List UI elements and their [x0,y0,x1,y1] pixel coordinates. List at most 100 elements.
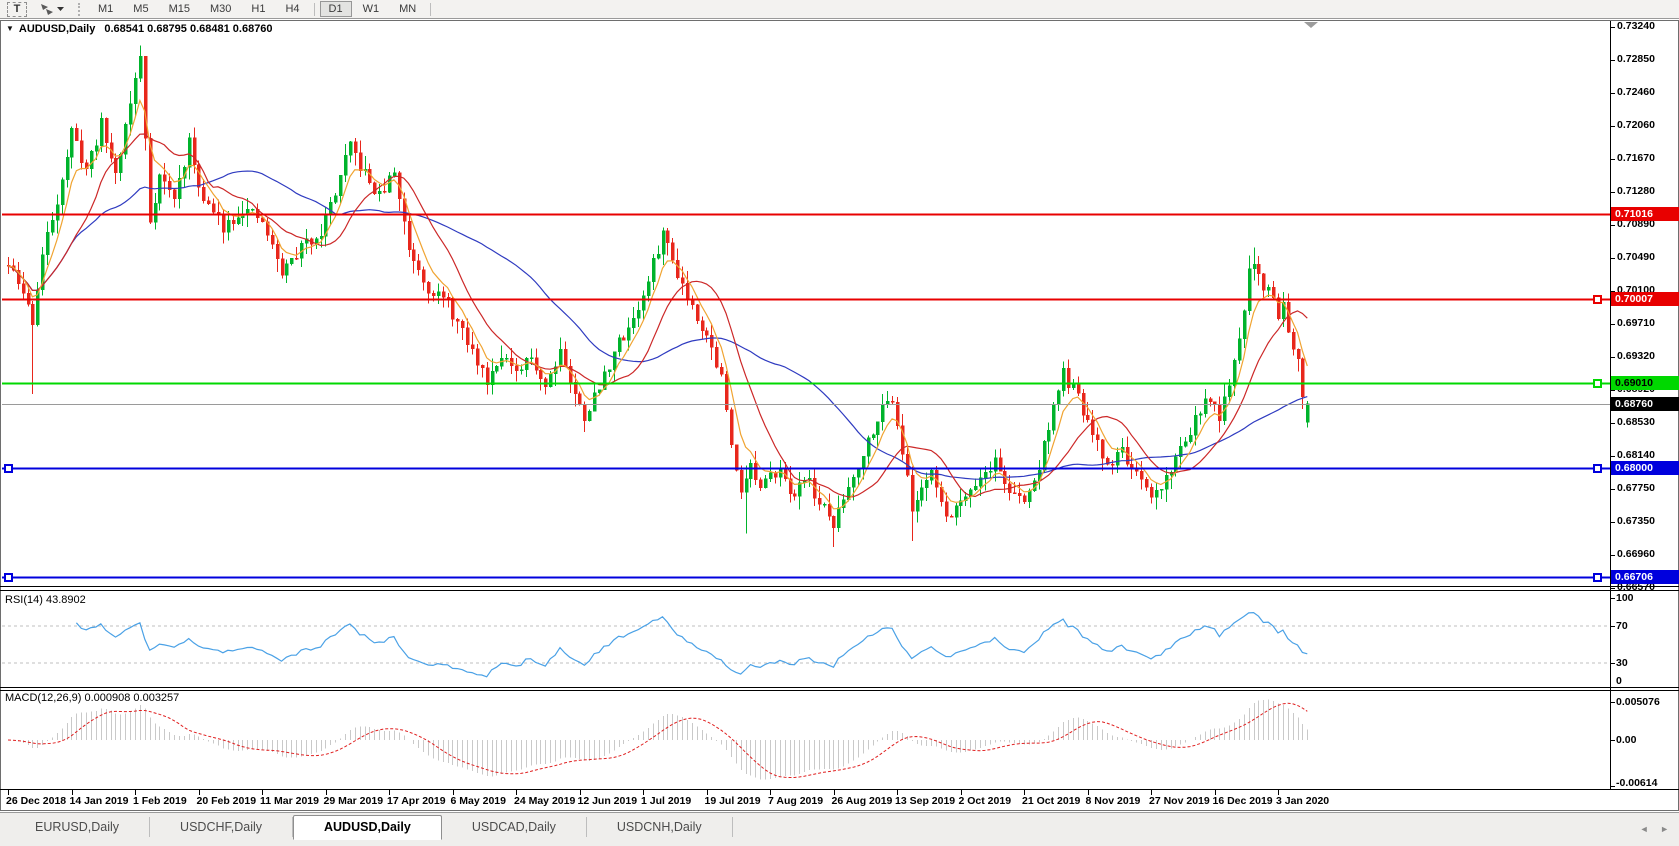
candle-body [206,200,211,205]
candle-body [1237,338,1242,361]
candle-body [231,220,236,225]
chart-tab-eurusd[interactable]: EURUSD,Daily [5,817,151,837]
candle-body [685,282,690,301]
timeframe-button-mn[interactable]: MN [390,1,425,17]
chart-tab-usdcnh[interactable]: USDCNH,Daily [587,817,733,837]
candle-body [45,231,50,255]
candle-body [661,230,666,255]
candle-body [890,401,895,403]
candle-body [113,158,118,174]
candle-body [548,373,553,387]
price-level-badge[interactable]: 0.69010 [1611,375,1679,390]
candle-body [55,204,60,221]
price-level-badge[interactable]: 0.70007 [1611,292,1679,307]
candle-body [143,56,148,139]
chart-tab-usdcad[interactable]: USDCAD,Daily [442,817,587,837]
candle-body [416,260,421,271]
candle-body [1193,414,1198,436]
candle-body [597,389,602,393]
timeframe-button-h4[interactable]: H4 [276,1,308,17]
candle-body [724,374,729,411]
candle-body [1012,492,1017,495]
price-level-badge[interactable]: 0.66706 [1611,569,1679,584]
candle-body [788,478,793,495]
candle-body [1056,390,1061,405]
date-axis-label: 19 Jul 2019 [704,795,761,807]
candle-body [851,477,856,488]
price-level-badge[interactable]: 0.68000 [1611,460,1679,475]
timeframe-button-h1[interactable]: H1 [242,1,274,17]
date-axis-label: 2 Oct 2019 [958,795,1012,807]
candle-body [753,462,758,481]
tab-scroll-right-icon[interactable]: ► [1660,824,1669,834]
price-axis-label: 0.73240 [1617,20,1655,33]
candle-body [621,337,626,341]
chart-symbol-period: AUDUSD,Daily [18,23,96,35]
rsi-axis-label: 100 [1616,592,1634,604]
level-handle [1593,295,1602,304]
candle-body [1100,439,1105,459]
rsi-axis-label: 70 [1616,619,1628,632]
candle-body [558,349,563,367]
level-handle [4,573,13,582]
candle-body [915,500,920,512]
candle-body [1212,401,1217,405]
candle-body [1227,385,1232,398]
tab-scroll-left-icon[interactable]: ◄ [1639,824,1649,834]
date-axis-label: 12 Jun 2019 [577,795,638,807]
candle-body [1046,430,1051,442]
price-axis-label: 0.72060 [1617,119,1655,132]
ma-slow-blue-line [7,170,1308,480]
candle-body [519,369,524,371]
price-axis-label: 0.72850 [1617,52,1655,65]
chart-shift-marker-icon [1304,22,1318,28]
candle-body [1271,286,1276,298]
candle-body [773,472,778,478]
candle-body [592,392,597,412]
candle-body [99,117,104,146]
candle-body [1159,488,1164,491]
chart-tab-usdchf[interactable]: USDCHF,Daily [150,817,293,837]
horizontal-levels [2,213,1610,582]
candle-body [284,263,289,276]
candle-body [626,327,631,341]
chart-tab-audusd[interactable]: AUDUSD,Daily [293,815,442,840]
timeframe-button-w1[interactable]: W1 [354,1,389,17]
price-axis-label: 0.68530 [1617,416,1655,429]
candle-body [411,249,416,261]
timeframe-bar: M1 M5 M15 M30 H1 H4 D1 W1 MN [88,1,435,17]
candle-body [465,327,470,346]
candle-body [382,190,387,193]
candle-body [450,297,455,320]
candle-body [871,434,876,438]
price-level-badge[interactable]: 0.71016 [1611,207,1679,222]
candle-body [1208,398,1213,402]
timeframe-button-m15[interactable]: M15 [160,1,199,17]
candle-body [636,309,641,319]
candle-body [1252,264,1257,269]
candle-body [1022,495,1027,503]
timeframe-button-d1[interactable]: D1 [319,1,352,17]
timeframe-button-m30[interactable]: M30 [201,1,240,17]
timeframe-button-m5[interactable]: M5 [124,1,157,17]
timeframe-button-m1[interactable]: M1 [89,1,122,17]
candle-body [1051,404,1056,431]
candle-body [1061,367,1066,392]
price-level-badge[interactable]: 0.68760 [1611,396,1679,411]
candle-body [744,478,749,493]
candle-body [538,370,543,379]
candle-body [30,304,35,326]
candle-body [763,478,768,488]
candle-body [353,141,358,153]
date-axis-label: 6 May 2019 [450,795,506,807]
candle-body [446,297,451,299]
candle-body [392,172,397,176]
text-tool-button[interactable]: T [7,1,27,17]
arrow-objects-button[interactable] [37,3,66,16]
collapse-icon[interactable]: ▼ [6,24,14,33]
candle-body [993,457,998,472]
candle-body [1291,331,1296,350]
price-axis-label: 0.71280 [1617,184,1655,197]
level-handle [4,464,13,473]
